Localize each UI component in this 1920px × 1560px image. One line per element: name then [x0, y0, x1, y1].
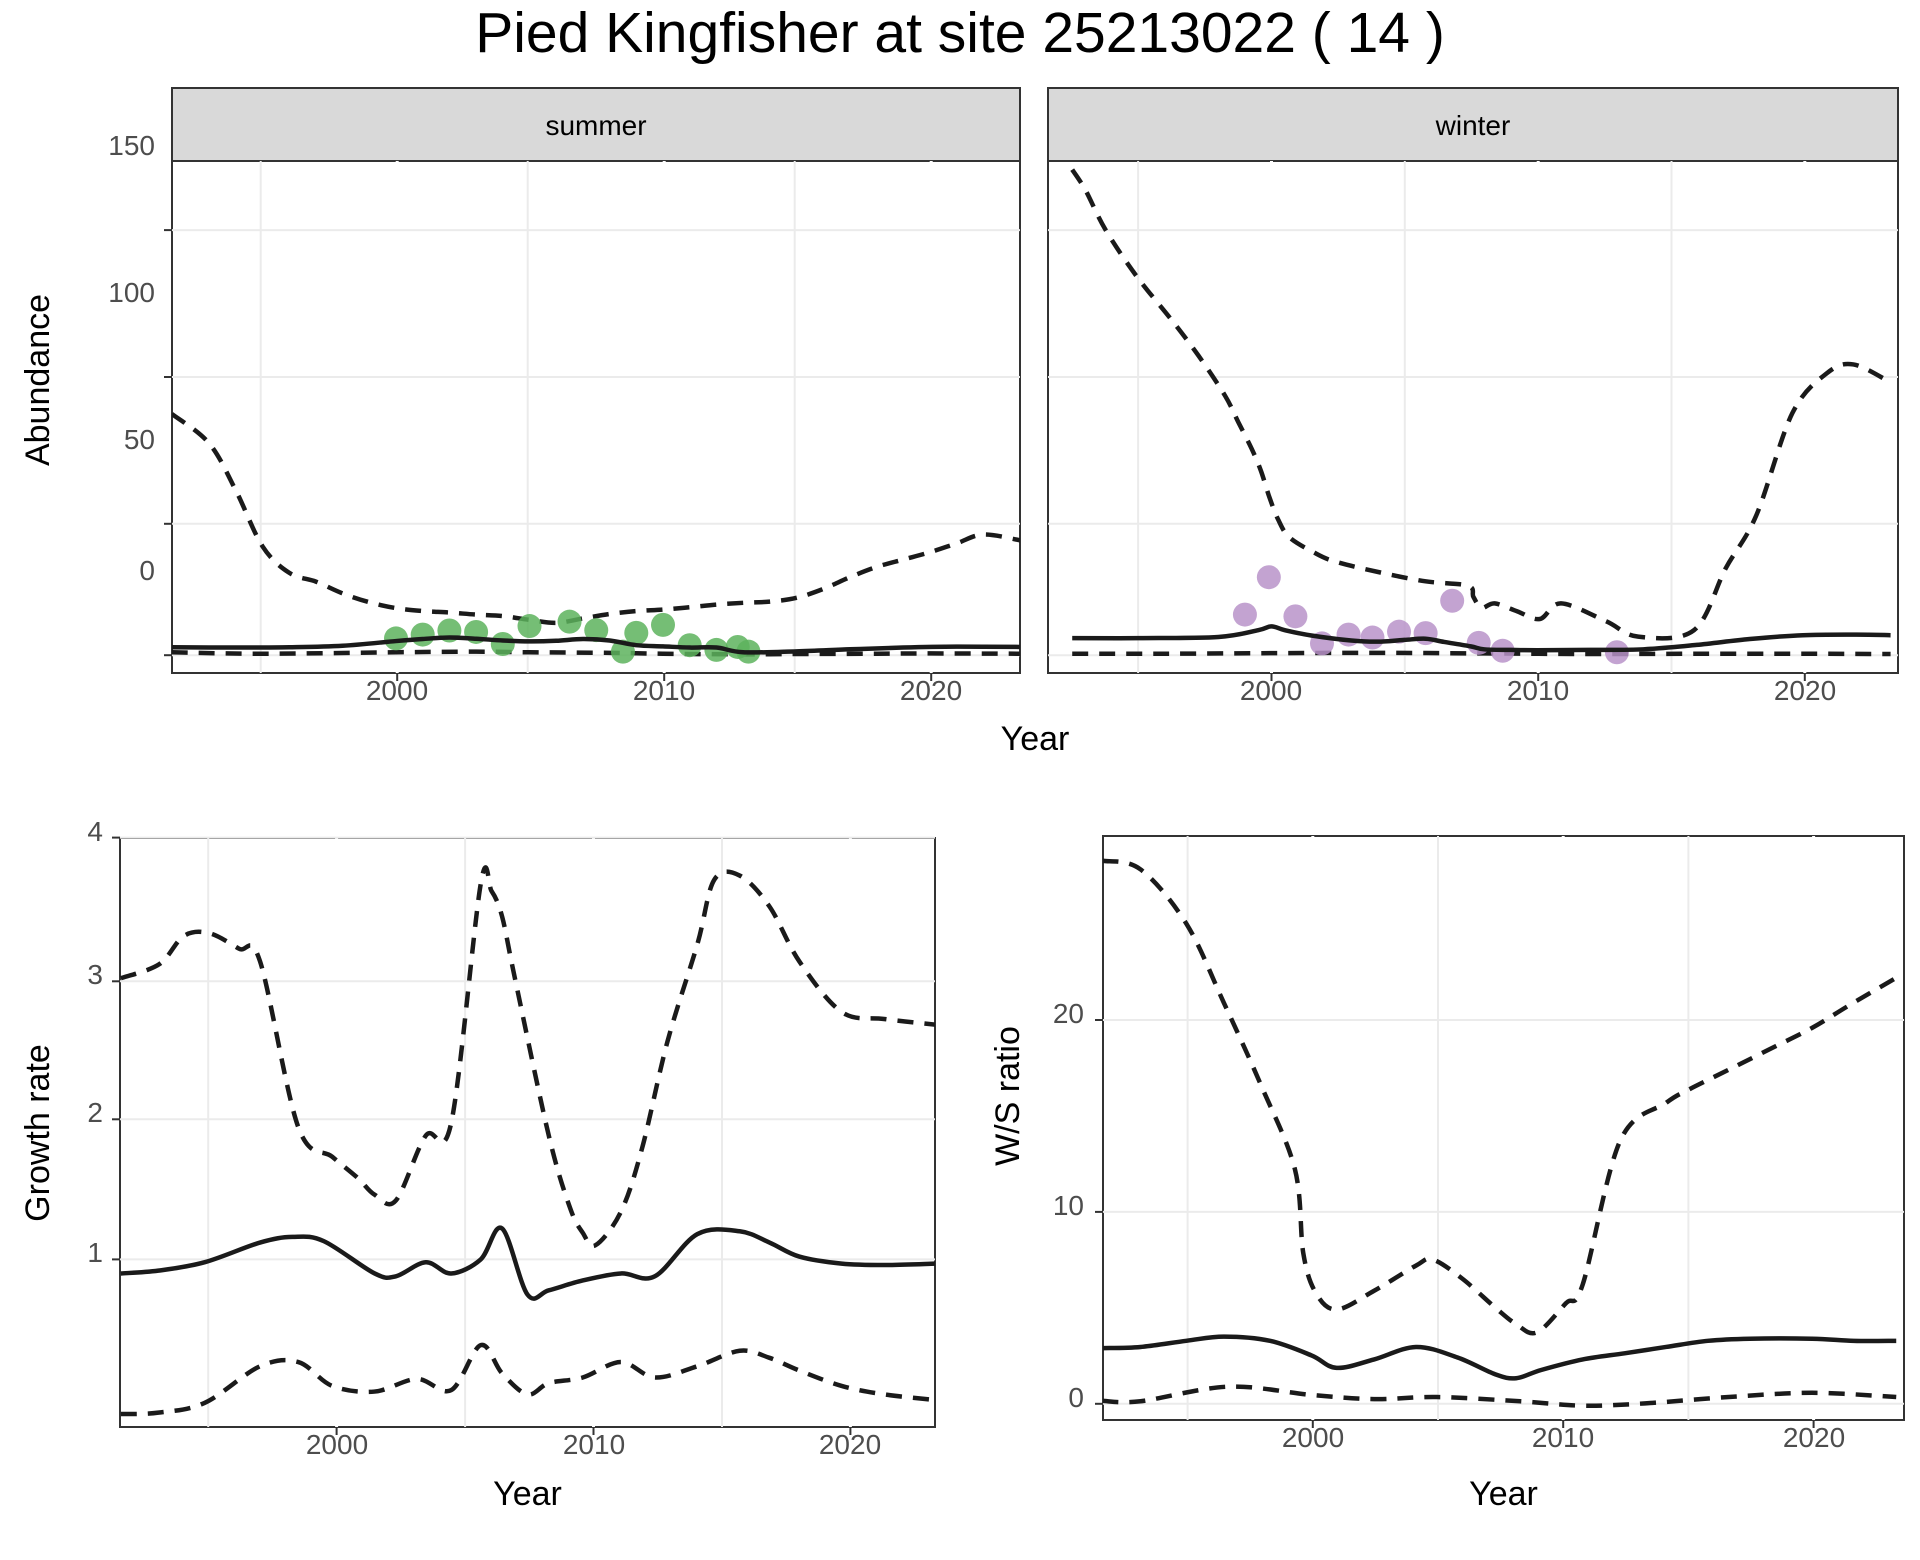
svg-text:summer: summer: [545, 110, 646, 141]
svg-text:winter: winter: [1435, 110, 1511, 141]
